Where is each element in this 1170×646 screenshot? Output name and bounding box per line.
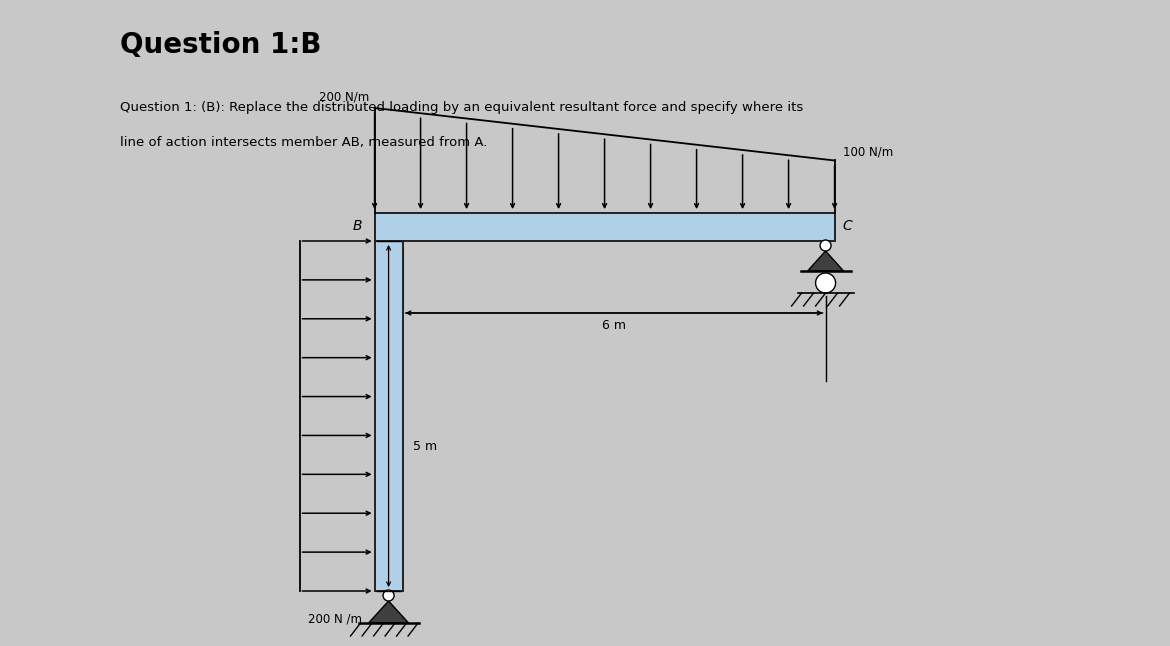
Text: C: C xyxy=(842,218,852,233)
Polygon shape xyxy=(374,213,834,241)
Polygon shape xyxy=(374,213,402,591)
Polygon shape xyxy=(369,601,408,623)
Text: Question 1:B: Question 1:B xyxy=(119,31,321,59)
Text: 200 N /m: 200 N /m xyxy=(308,613,362,626)
Text: 6 m: 6 m xyxy=(603,319,626,332)
Text: B: B xyxy=(353,218,363,233)
Circle shape xyxy=(820,240,831,251)
Polygon shape xyxy=(807,251,844,271)
Text: 100 N/m: 100 N/m xyxy=(842,145,893,158)
Circle shape xyxy=(815,273,835,293)
Text: Question 1: (B): Replace the distributed loading by an equivalent resultant forc: Question 1: (B): Replace the distributed… xyxy=(119,101,803,114)
Text: line of action intersects member AB, measured from A.: line of action intersects member AB, mea… xyxy=(119,136,487,149)
Text: 5 m: 5 m xyxy=(413,439,436,452)
Text: 200 N/m: 200 N/m xyxy=(319,90,370,103)
Circle shape xyxy=(383,590,394,601)
